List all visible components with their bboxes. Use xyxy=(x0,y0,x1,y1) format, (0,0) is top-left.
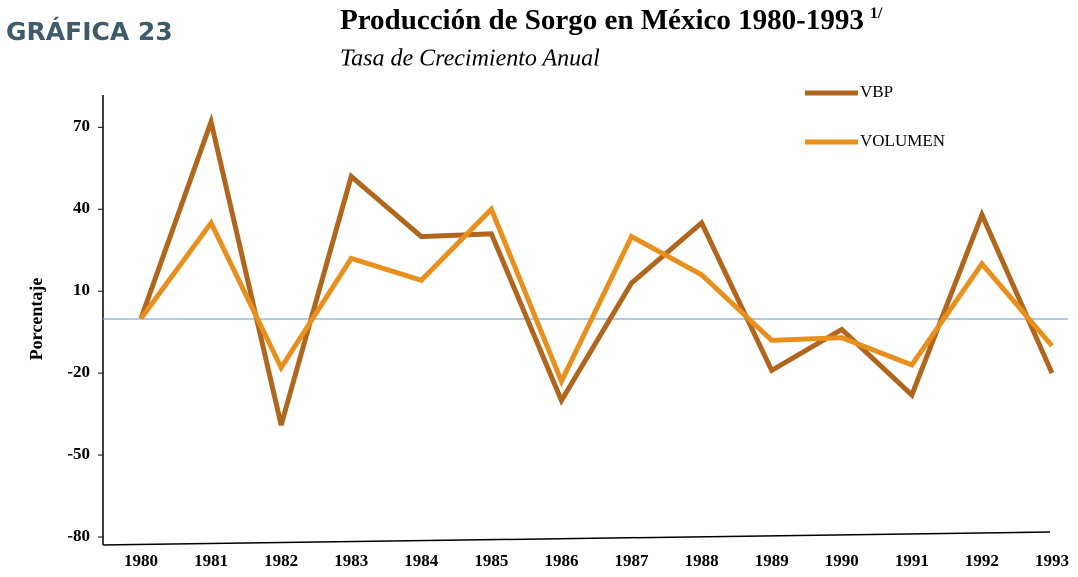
x-tick-label: 1989 xyxy=(755,551,789,570)
x-tick-label: 1985 xyxy=(474,551,508,570)
series-line xyxy=(138,204,1054,388)
x-tick-label: 1990 xyxy=(825,551,859,570)
x-tick-label: 1993 xyxy=(1035,551,1069,570)
y-tick-label: -20 xyxy=(67,362,90,381)
chart-title: Producción de Sorgo en México 1980-1993 1… xyxy=(340,4,883,36)
y-tick-label: -80 xyxy=(67,526,90,545)
legend-label: VOLUMEN xyxy=(860,131,945,150)
subtitle: Tasa de Crecimiento Anual xyxy=(340,46,600,72)
x-tick-label: 1991 xyxy=(895,551,929,570)
x-tick-label: 1992 xyxy=(965,551,999,570)
x-tick-label: 1982 xyxy=(264,551,298,570)
x-tick-label: 1980 xyxy=(124,551,158,570)
x-tick-label: 1983 xyxy=(334,551,368,570)
figure-label: GRÁFICA 23 xyxy=(6,17,173,46)
x-tick-label: 1988 xyxy=(685,551,719,570)
x-axis xyxy=(102,531,1051,546)
title-text: Producción de Sorgo en México 1980-1993 xyxy=(340,4,864,36)
y-tick-label: 70 xyxy=(73,116,90,135)
x-tick-label: 1984 xyxy=(404,551,439,570)
y-tick-label: -50 xyxy=(67,444,90,463)
series-line xyxy=(138,112,1055,426)
legend-label: VBP xyxy=(860,82,893,101)
title-note: 1/ xyxy=(870,5,883,22)
x-tick-label: 1981 xyxy=(194,551,228,570)
x-tick-label: 1987 xyxy=(615,551,650,570)
y-tick-label: 10 xyxy=(73,280,90,299)
y-tick-label: 40 xyxy=(73,198,90,217)
y-axis-label: Porcentaje xyxy=(26,278,46,361)
x-tick-label: 1986 xyxy=(544,551,578,570)
